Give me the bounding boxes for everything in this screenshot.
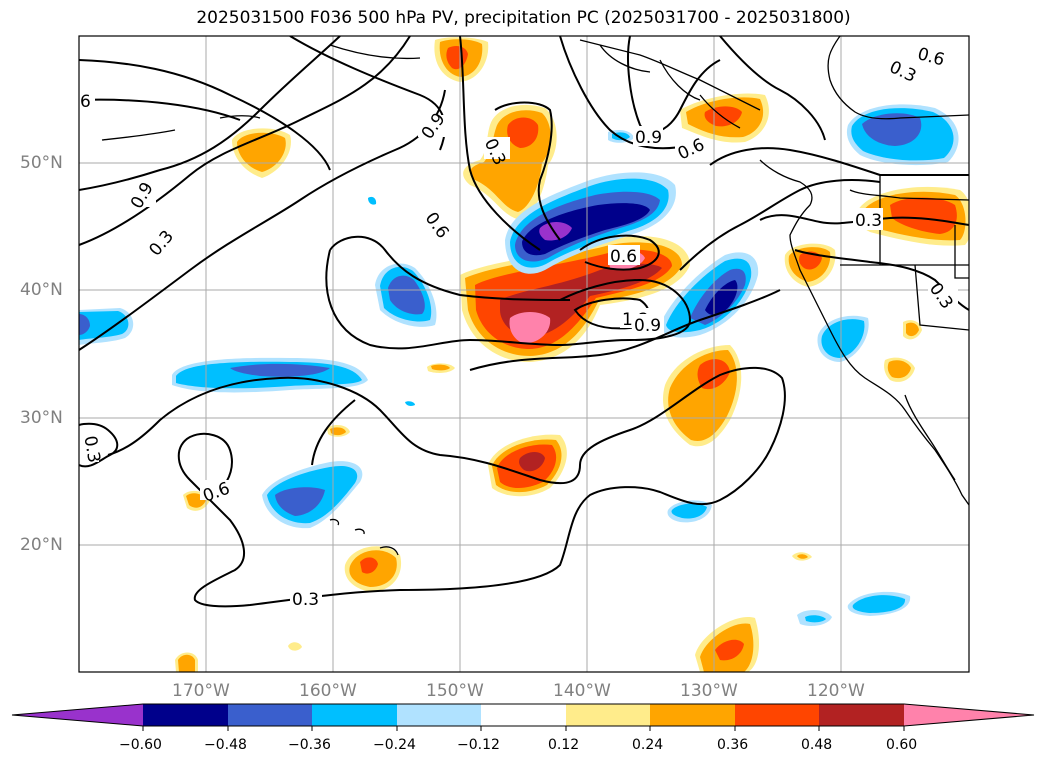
map-title: 2025031500 F036 500 hPa PV, precipitatio…	[196, 8, 851, 28]
lon-label-140w: 140°W	[553, 681, 611, 701]
colorbar-tick-label: 0.12	[548, 737, 580, 753]
colorbar-tick-label: 0.36	[717, 737, 749, 753]
contour-label: 0.3	[292, 590, 319, 610]
colorbar-tick-label: −0.60	[119, 737, 162, 753]
lon-label-150w: 150°W	[426, 681, 484, 701]
lon-label-170w: 170°W	[172, 681, 230, 701]
contour-label: 0.3	[925, 279, 957, 313]
colorbar-tick-label: −0.36	[288, 737, 331, 753]
colorbar	[11, 703, 1035, 731]
map-area: 6 0.9 0.3 0.3 0.9 0.6 0.3 0.6 0.9 0.6 0.…	[79, 36, 969, 672]
lon-label-160w: 160°W	[299, 681, 357, 701]
lon-label-130w: 130°W	[680, 681, 738, 701]
coastlines	[101, 36, 969, 556]
graticule	[79, 36, 969, 672]
lat-label-20n: 20°N	[20, 535, 63, 555]
colorbar-tick-label: 0.24	[632, 737, 664, 753]
contour-label: 0.3	[79, 434, 103, 464]
lon-label-120w: 120°W	[807, 681, 865, 701]
colorbar-extend-low	[12, 704, 143, 726]
colorbar-tick-label: −0.12	[457, 737, 500, 753]
contour-label: 0.9	[127, 179, 158, 212]
colorbar-tick-label: −0.24	[373, 737, 416, 753]
colorbar-tick-label: 0.48	[801, 737, 833, 753]
contour-label: 0.9	[635, 128, 662, 148]
contour-label: 6	[80, 92, 91, 112]
contour-label: 0.9	[418, 110, 450, 144]
colorbar-extend-high	[904, 704, 1034, 726]
pv-contours	[79, 36, 969, 608]
colorbar-tick-label: −0.48	[204, 737, 247, 753]
contour-label: 0.3	[855, 211, 882, 231]
lat-label-50n: 50°N	[20, 153, 63, 173]
precip-negative-shading	[79, 104, 959, 626]
map-frame	[78, 35, 970, 673]
lat-label-30n: 30°N	[20, 408, 63, 428]
contour-label: 0.9	[634, 316, 661, 336]
colorbar-tick-label: 0.60	[886, 737, 918, 753]
contour-label: 0.6	[610, 247, 637, 267]
lat-label-40n: 40°N	[20, 280, 63, 300]
contour-label: 0.3	[145, 227, 178, 261]
